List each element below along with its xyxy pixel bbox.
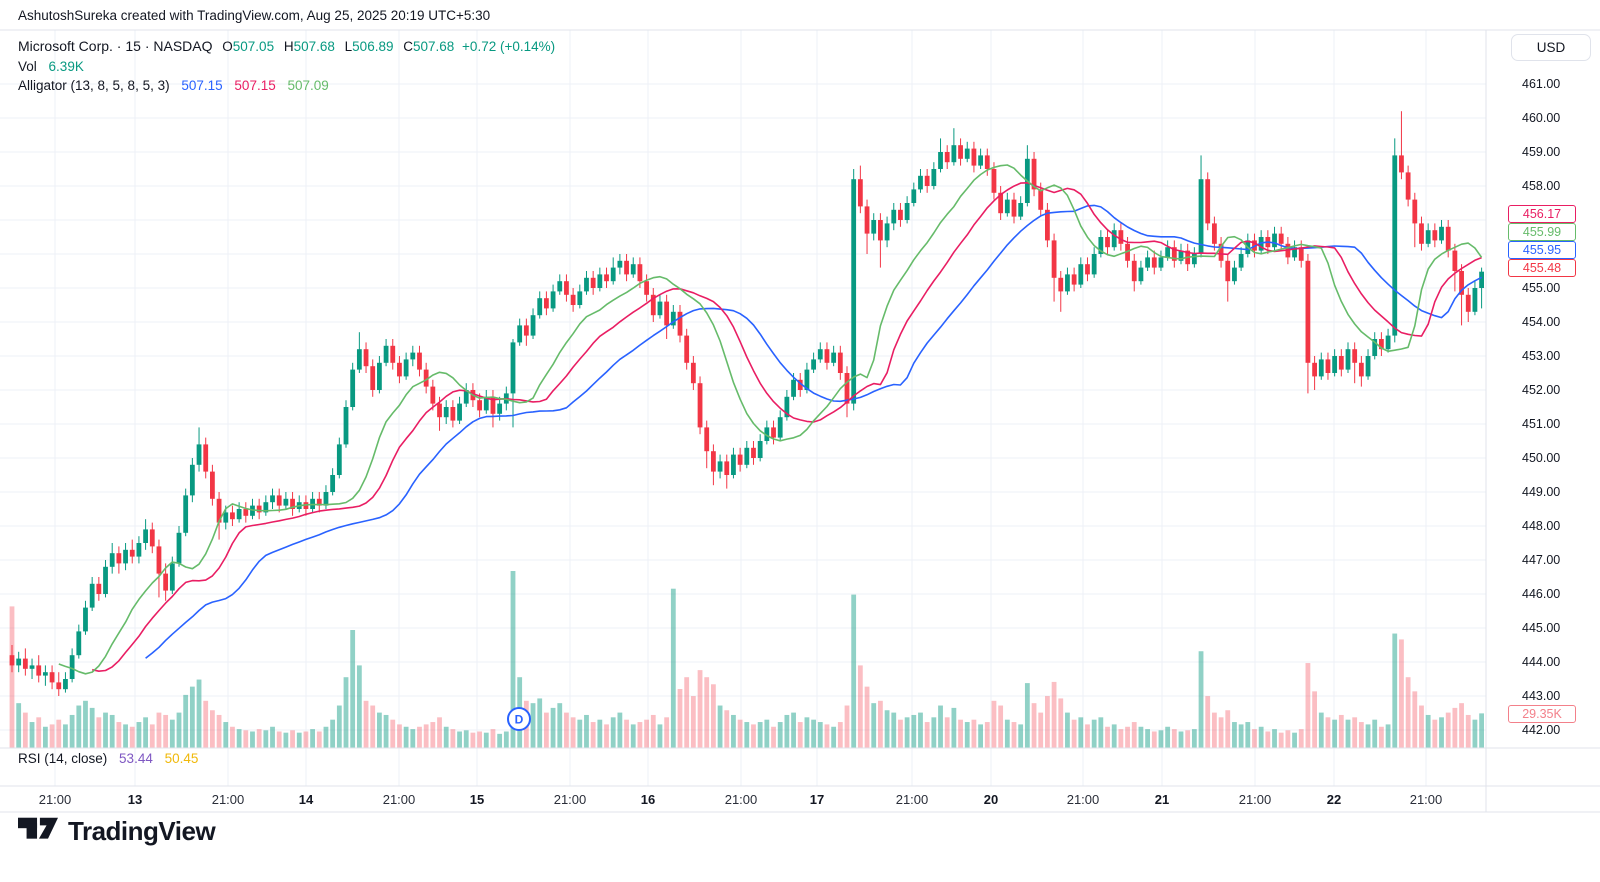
open-value: 507.05: [232, 39, 275, 54]
price-axis-tick: 445.00: [1522, 621, 1561, 635]
tradingview-logo-icon: [18, 817, 58, 839]
symbol-legend-row[interactable]: Microsoft Corp. · 15 · NASDAQ O507.05 H5…: [18, 37, 555, 57]
time-axis-hour-label: 21:00: [1066, 792, 1100, 807]
currency-button[interactable]: USD: [1511, 34, 1591, 61]
alligator-legend-row[interactable]: Alligator (13, 8, 5, 8, 5, 3) 507.15 507…: [18, 76, 555, 96]
volume-label: Vol: [18, 58, 37, 74]
price-line-label: 455.48: [1508, 259, 1576, 277]
volume-bars: [9, 571, 1484, 748]
price-axis-tick: 448.00: [1522, 519, 1561, 533]
price-axis-tick: 452.00: [1522, 383, 1561, 397]
price-axis-tick: 455.00: [1522, 281, 1561, 295]
alligator-lips-value: 507.09: [287, 78, 329, 93]
time-axis-hour-label: 21:00: [211, 792, 245, 807]
time-axis-hour-label: 21:00: [724, 792, 758, 807]
time-axis-day-label: 14: [298, 792, 314, 807]
symbol-title: Microsoft Corp. · 15 · NASDAQ: [18, 38, 213, 54]
volume-value: 6.39K: [48, 58, 84, 74]
alligator-teeth-line: [92, 182, 1482, 673]
rsi-label: RSI (14, close): [18, 751, 108, 766]
tradingview-logo-text: TradingView: [68, 816, 216, 846]
low-value: 506.89: [352, 39, 394, 54]
alligator-teeth-value: 507.15: [234, 78, 276, 93]
high-value: 507.68: [293, 39, 335, 54]
high-letter: H: [283, 39, 294, 54]
price-axis-tick: 442.00: [1522, 723, 1561, 737]
price-line-label: 455.99: [1508, 223, 1576, 241]
price-axis-tick: 447.00: [1522, 553, 1561, 567]
time-axis-day-label: 22: [1326, 792, 1342, 807]
candlesticks: [9, 111, 1484, 696]
attribution-text: AshutoshSureka created with TradingView.…: [18, 8, 491, 23]
volume-axis-label: 29.35K: [1508, 705, 1576, 723]
time-axis-day-label: 16: [640, 792, 656, 807]
price-axis-tick: 446.00: [1522, 587, 1561, 601]
time-axis-hour-label: 21:00: [895, 792, 929, 807]
price-axis-tick: 449.00: [1522, 485, 1561, 499]
price-axis-tick: 458.00: [1522, 179, 1561, 193]
time-axis-day-label: 17: [809, 792, 825, 807]
rsi-ma-value: 50.45: [164, 751, 199, 766]
price-axis-tick: 443.00: [1522, 689, 1561, 703]
tradingview-logo[interactable]: TradingView: [18, 816, 216, 847]
price-axis-tick: 451.00: [1522, 417, 1561, 431]
price-line-label: 455.95: [1508, 241, 1576, 259]
alligator-lips-line: [58, 164, 1483, 675]
time-axis-day-label: 20: [983, 792, 999, 807]
price-line-label: 456.17: [1508, 205, 1576, 223]
close-value: 507.68: [412, 39, 455, 54]
time-axis-hour-label: 21:00: [38, 792, 72, 807]
price-axis-tick: 444.00: [1522, 655, 1561, 669]
alligator-jaw-line: [145, 204, 1482, 659]
time-axis-hour-label: 21:00: [1409, 792, 1443, 807]
rsi-legend-row[interactable]: RSI (14, close) 53.44 50.45: [18, 751, 198, 766]
time-axis-day-label: 21: [1154, 792, 1170, 807]
time-axis-hour-label: 21:00: [1238, 792, 1272, 807]
price-axis-tick: 454.00: [1522, 315, 1561, 329]
open-letter: O: [222, 39, 233, 54]
close-letter: C: [403, 39, 413, 54]
grid-lines: [0, 30, 1486, 786]
price-axis-tick: 453.00: [1522, 349, 1561, 363]
dividend-marker[interactable]: D: [507, 707, 531, 731]
change-value: +0.72 (+0.14%): [462, 39, 556, 54]
time-axis-hour-label: 21:00: [553, 792, 587, 807]
volume-legend-row[interactable]: Vol 6.39K: [18, 57, 555, 77]
price-axis-tick: 461.00: [1522, 77, 1561, 91]
alligator-jaw-value: 507.15: [181, 78, 223, 93]
pane-borders: [0, 29, 1600, 813]
time-axis-day-label: 15: [469, 792, 485, 807]
time-axis-day-label: 13: [127, 792, 143, 807]
svg-text:D: D: [515, 713, 524, 727]
rsi-value: 53.44: [119, 751, 153, 766]
alligator-label: Alligator (13, 8, 5, 8, 5, 3): [18, 78, 170, 93]
price-axis-tick: 450.00: [1522, 451, 1561, 465]
price-axis-tick: 460.00: [1522, 111, 1561, 125]
low-letter: L: [344, 39, 353, 54]
legend-block: Microsoft Corp. · 15 · NASDAQ O507.05 H5…: [18, 37, 555, 96]
price-axis-tick: 459.00: [1522, 145, 1561, 159]
time-axis-hour-label: 21:00: [382, 792, 416, 807]
